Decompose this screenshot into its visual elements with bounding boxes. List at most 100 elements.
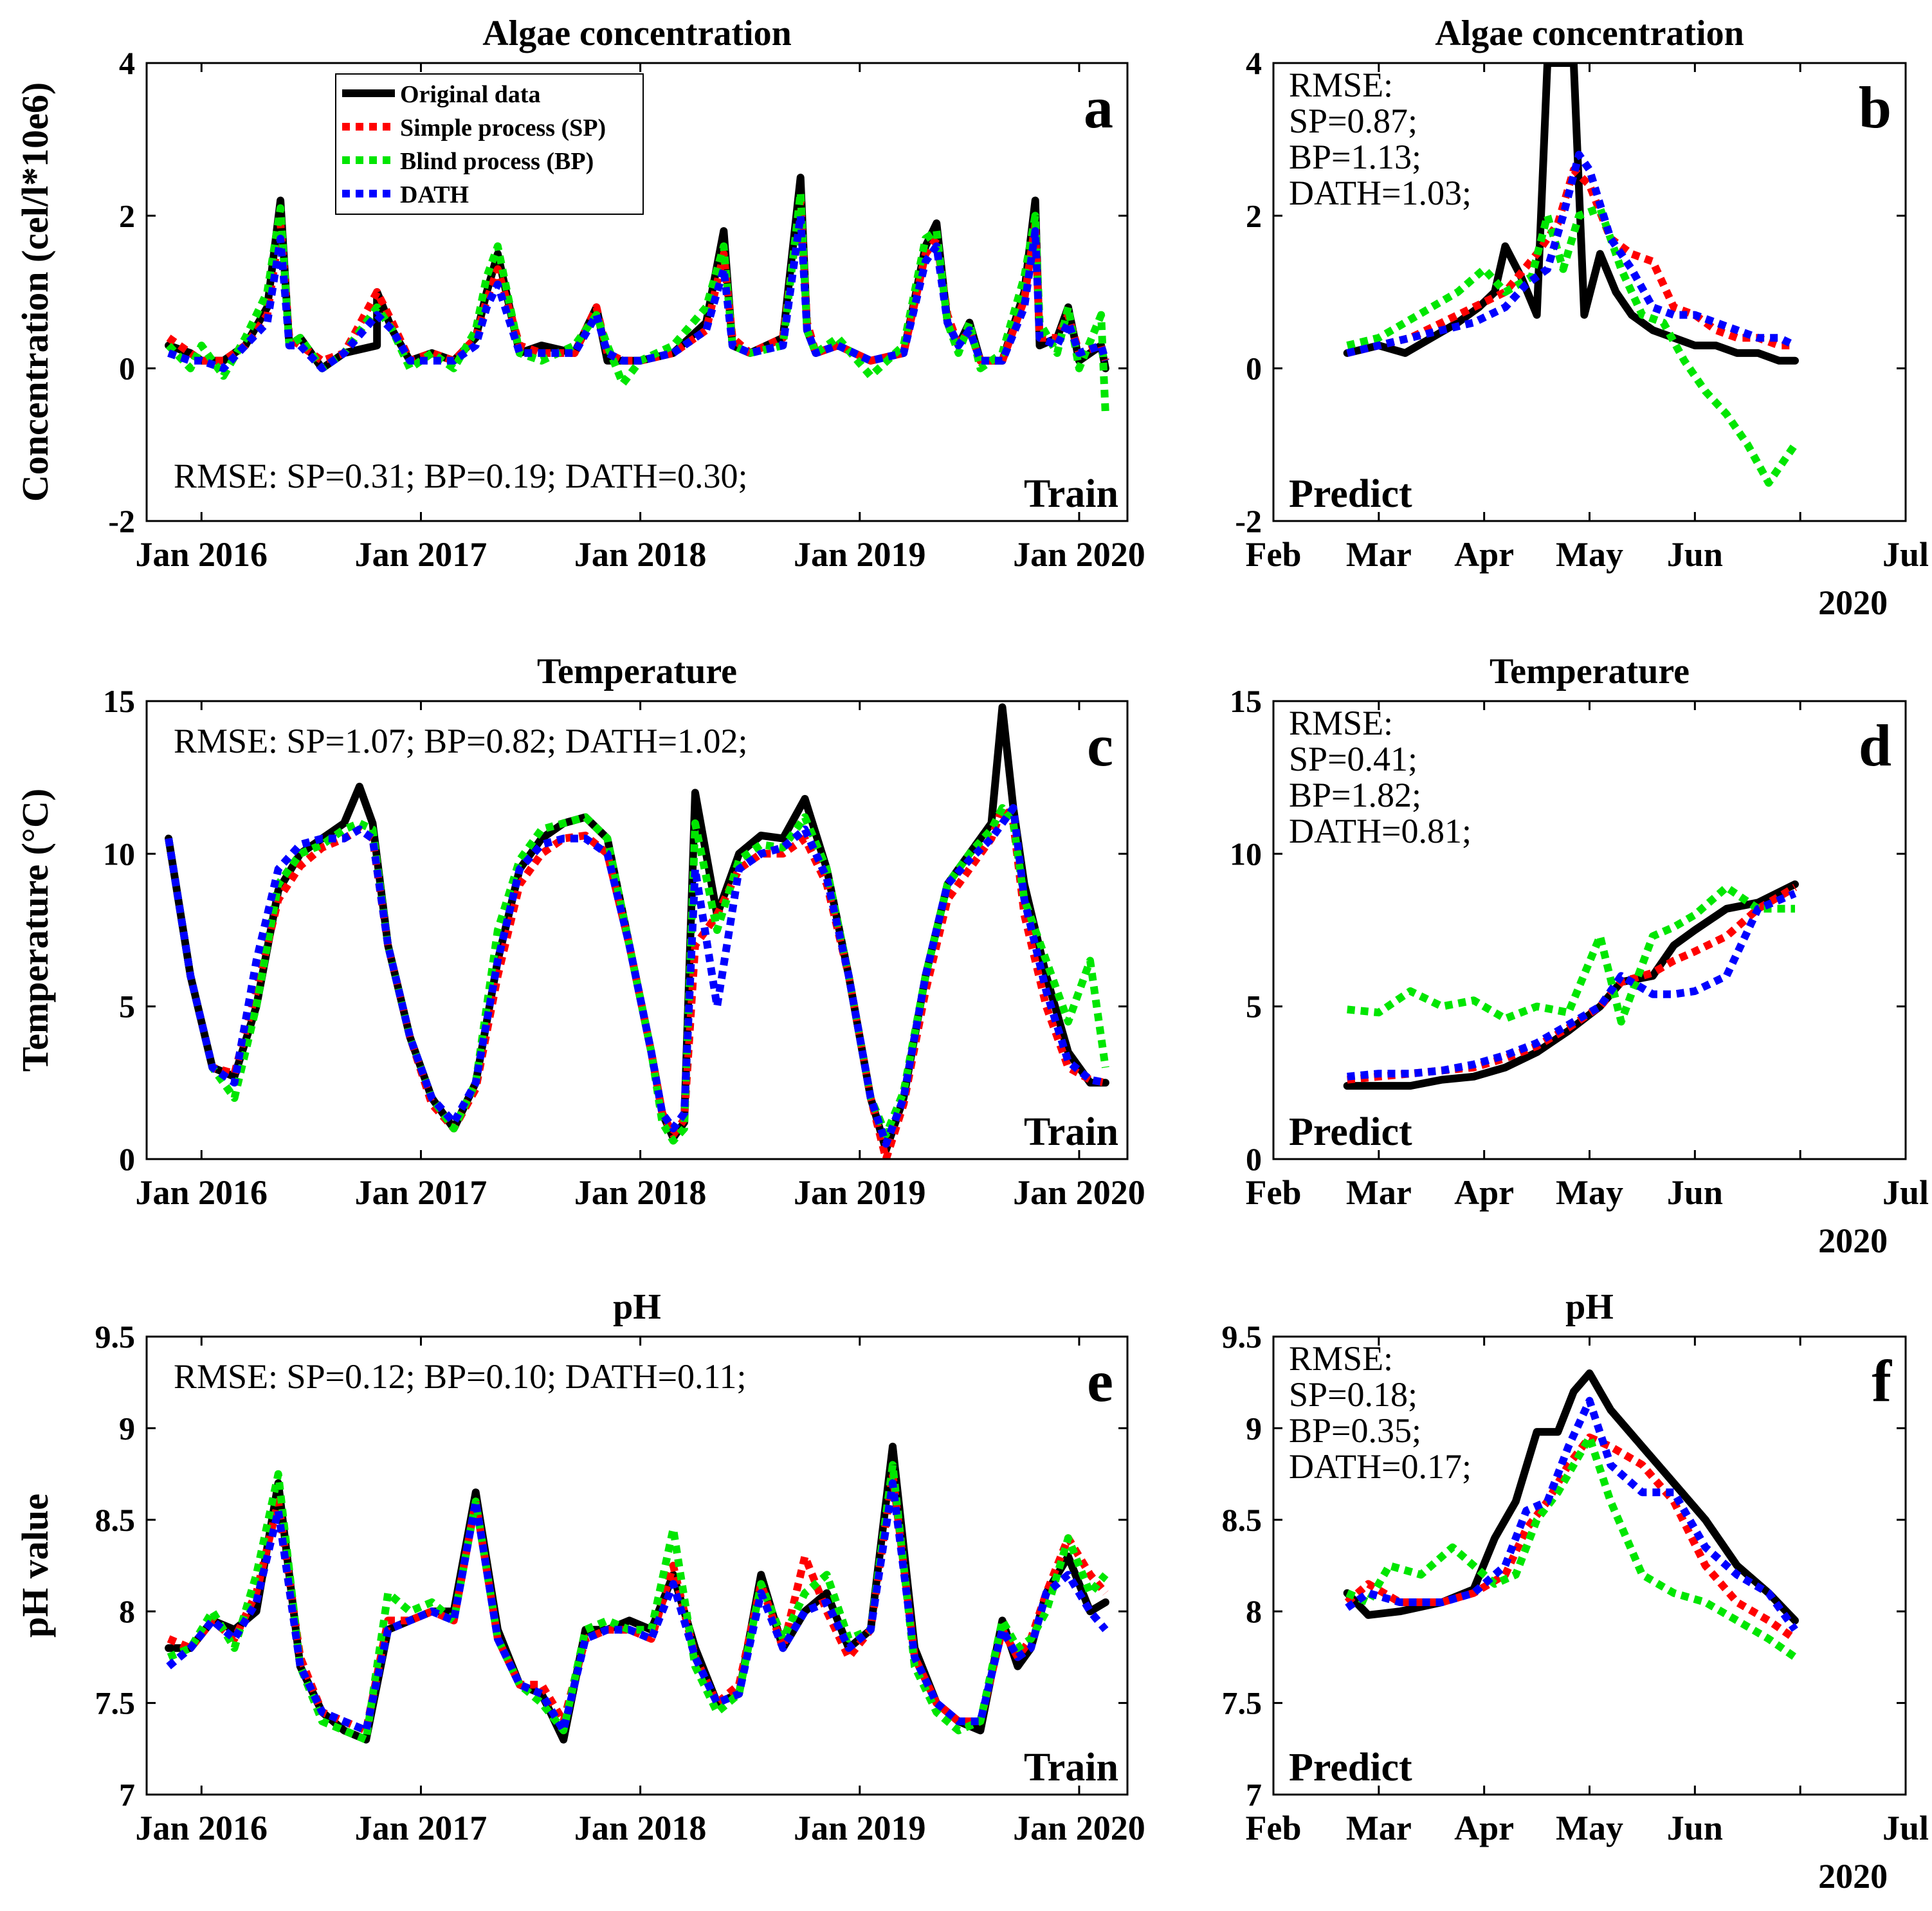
- y-tick-label: 5: [1246, 989, 1262, 1025]
- x-tick-label: Jan 2017: [355, 1173, 488, 1212]
- x-tick-label: Mar: [1346, 535, 1412, 574]
- y-tick-label: 8: [1246, 1593, 1262, 1629]
- x-tick-label: Jan 2020: [1013, 535, 1145, 574]
- predict-label: Predict: [1289, 1746, 1412, 1789]
- axes-box: [145, 62, 1129, 522]
- y-tick-label: 8.5: [1222, 1502, 1262, 1538]
- series-line-original: [165, 1442, 1109, 1744]
- panel-c: Temperature Temperature (°C) 0 5 10 15 Jan 201…: [14, 652, 1145, 1212]
- panel-letter: b: [1859, 75, 1891, 140]
- panel-letter: c: [1087, 713, 1113, 778]
- chart-title: pH: [613, 1287, 661, 1327]
- x-tick-label: Jan 2016: [136, 1173, 268, 1212]
- x-tick-label: Mar: [1346, 1809, 1412, 1847]
- y-tick-label: 0: [1246, 351, 1262, 387]
- series-line-dath: [165, 804, 1107, 1148]
- x-tick-label: Jan 2020: [1013, 1809, 1145, 1847]
- x-tick-label: Jan 2019: [794, 1809, 926, 1847]
- rmse-text-line: DATH=0.81;: [1289, 812, 1472, 850]
- y-tick-label: 2: [119, 197, 135, 233]
- y-tick-label: 8: [119, 1593, 135, 1629]
- x-tick-label: May: [1556, 1809, 1623, 1847]
- rmse-text: RMSE: SP=1.07; BP=0.82; DATH=1.02;: [174, 722, 748, 760]
- rmse-text-line: SP=0.87;: [1289, 102, 1417, 140]
- series-line-sp: [1344, 1433, 1798, 1642]
- series-line-bp: [1347, 883, 1795, 1026]
- x-tick-label: Feb: [1246, 1809, 1302, 1847]
- x-tick-label: Jun: [1667, 535, 1723, 574]
- rmse-text-line: RMSE:: [1289, 704, 1393, 742]
- panel-f: pH 7 7.5 8 8.5 9 9.5 Feb Mar Apr May Jun Jul 2020 f Pre…: [1222, 1287, 1929, 1896]
- series-line-dath: [1345, 1396, 1798, 1632]
- series-group: [1343, 880, 1799, 1090]
- y-tick-label: 7: [1246, 1777, 1262, 1813]
- x-tick-label: Apr: [1454, 535, 1514, 574]
- y-tick-label: 7: [119, 1777, 135, 1813]
- legend-label-sp: Simple process (SP): [400, 114, 606, 142]
- x-year-label: 2020: [1818, 1857, 1888, 1896]
- y-axis-label: Concentration (cel/l*10e6): [14, 82, 56, 502]
- legend-label-dath: DATH: [400, 181, 469, 208]
- y-tick-label: 0: [119, 351, 135, 387]
- x-tick-label: Jan 2019: [794, 535, 926, 574]
- rmse-text-line: BP=0.35;: [1289, 1411, 1421, 1450]
- y-tick-label: 9: [119, 1410, 135, 1446]
- series-line-bp: [165, 804, 1109, 1145]
- series-line-sp: [1346, 166, 1795, 357]
- y-tick-label: 9: [1246, 1410, 1262, 1446]
- rmse-text-line: SP=0.41;: [1289, 740, 1417, 778]
- y-tick-label: 0: [119, 1141, 135, 1177]
- x-year-label: 2020: [1818, 1221, 1888, 1260]
- y-tick-label: 15: [1230, 683, 1262, 719]
- train-label: Train: [1024, 472, 1118, 516]
- chart-title: Temperature: [537, 652, 737, 691]
- axes-box: [1272, 62, 1907, 522]
- panel-a: Algae concentration Concentration (cel/l*…: [14, 14, 1145, 574]
- y-tick-label: 9.5: [95, 1319, 136, 1355]
- series-line-sp: [167, 1470, 1109, 1735]
- y-tick-label: -2: [108, 503, 135, 539]
- axes-box: [145, 1335, 1129, 1796]
- panel-letter: a: [1084, 75, 1113, 140]
- y-tick-label: 10: [1230, 836, 1262, 872]
- predict-label: Predict: [1289, 472, 1412, 516]
- y-axis-label: Temperature (°C): [14, 789, 56, 1072]
- x-tick-label: May: [1556, 1173, 1623, 1212]
- x-tick-label: Feb: [1246, 535, 1302, 574]
- chart-title: Algae concentration: [482, 14, 792, 53]
- y-tick-label: 7.5: [95, 1685, 136, 1721]
- axes-box: [145, 700, 1129, 1160]
- series-line-dath: [1346, 151, 1797, 357]
- rmse-text-line: BP=1.82;: [1289, 776, 1421, 814]
- axes-box: [1272, 700, 1907, 1160]
- panel-letter: f: [1872, 1348, 1892, 1414]
- y-tick-label: 2: [1246, 197, 1262, 233]
- chart-title: pH: [1565, 1287, 1614, 1327]
- rmse-text: RMSE: SP=0.12; BP=0.10; DATH=0.11;: [174, 1357, 747, 1396]
- series-group: [165, 703, 1109, 1159]
- panel-letter: d: [1859, 713, 1891, 778]
- x-year-label: 2020: [1818, 583, 1888, 622]
- y-tick-label: 7.5: [1222, 1685, 1262, 1721]
- legend-label-original: Original data: [400, 81, 541, 108]
- x-tick-label: Jan 2018: [574, 1809, 707, 1847]
- panel-d: Temperature 0 5 10 15 Feb Mar Apr May Jun Jul 2020 d…: [1230, 652, 1929, 1260]
- x-tick-label: Jan 2017: [355, 535, 488, 574]
- panel-b: Algae concentration -2 0 2 4 Feb Mar Apr May Jun J…: [1235, 14, 1929, 622]
- chart-title: Temperature: [1490, 652, 1690, 691]
- chart-title: Algae concentration: [1435, 14, 1744, 53]
- series-line-dath: [1347, 890, 1797, 1081]
- x-tick-label: Jul: [1882, 535, 1929, 574]
- series-line-bp: [1345, 1433, 1798, 1661]
- panel-e: pH pH value 7 7.5 8 8.5 9 9.5 Jan 2016 Jan 2017 Ja…: [14, 1287, 1145, 1847]
- x-tick-label: Jan 2016: [136, 1809, 268, 1847]
- x-tick-label: May: [1556, 535, 1623, 574]
- rmse-text-line: BP=1.13;: [1289, 138, 1421, 176]
- x-tick-label: Apr: [1454, 1173, 1514, 1212]
- x-tick-label: Jul: [1882, 1809, 1929, 1847]
- series-line-original: [1343, 880, 1799, 1090]
- y-axis-label: pH value: [14, 1494, 56, 1638]
- x-tick-label: Jan 2018: [574, 535, 707, 574]
- series-line-dath: [166, 1479, 1109, 1735]
